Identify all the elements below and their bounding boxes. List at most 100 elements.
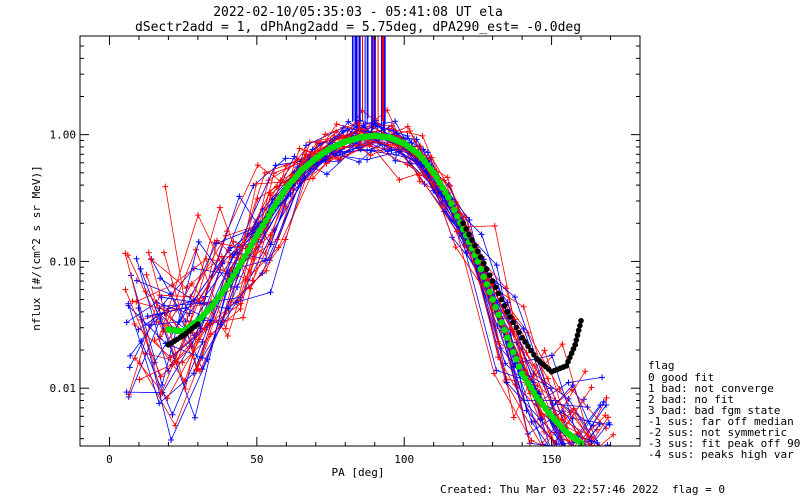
data-point-marker — [217, 321, 224, 328]
data-point-marker — [314, 139, 321, 146]
green-fit-point — [415, 150, 423, 158]
black-fit-point — [548, 368, 555, 375]
data-point-marker — [301, 147, 308, 154]
data-point-marker — [608, 456, 614, 462]
data-point-marker — [584, 404, 591, 411]
data-point-marker — [142, 288, 149, 295]
measurement-trace — [128, 122, 588, 408]
plot-area — [122, 36, 617, 468]
black-fit-point — [463, 226, 469, 232]
green-fit-point — [224, 281, 231, 289]
data-point-marker — [575, 462, 581, 468]
green-fit-point — [400, 140, 408, 147]
data-point-marker — [603, 462, 609, 468]
data-point-marker — [125, 302, 132, 309]
data-point-marker — [237, 300, 244, 307]
data-point-marker — [598, 462, 604, 468]
black-fit-point — [489, 278, 496, 284]
green-fit-point — [371, 132, 379, 140]
data-point-marker — [384, 141, 391, 148]
measurement-trace — [128, 133, 591, 446]
green-fit-point — [283, 184, 290, 192]
data-point-marker — [404, 161, 411, 168]
data-point-marker — [416, 178, 423, 185]
data-point-marker — [559, 341, 566, 348]
data-point-marker — [576, 462, 582, 468]
black-fit-point — [466, 231, 472, 238]
data-point-marker — [570, 462, 576, 468]
data-point-marker — [528, 437, 535, 444]
black-fit-point — [495, 290, 502, 297]
data-point-marker — [571, 449, 577, 455]
measurement-trace — [147, 124, 601, 446]
data-point-marker — [199, 354, 206, 361]
data-point-marker — [384, 148, 391, 155]
created-timestamp: Created: Thu Mar 03 22:57:46 2022 — [440, 483, 659, 496]
data-point-marker — [424, 149, 431, 156]
black-fit-point — [472, 242, 478, 249]
data-point-marker — [566, 448, 572, 454]
data-point-marker — [224, 332, 231, 339]
green-fit-point — [327, 145, 334, 152]
green-fit-point — [451, 206, 458, 214]
data-point-marker — [541, 347, 548, 354]
data-point-marker — [303, 142, 310, 149]
data-point-marker — [133, 255, 140, 262]
data-point-marker — [523, 407, 530, 414]
green-fit-point — [439, 184, 446, 191]
x-tick-label: 100 — [394, 453, 414, 466]
data-point-marker — [157, 373, 164, 380]
data-point-marker — [565, 379, 572, 386]
black-fit-point — [577, 322, 583, 329]
green-fit-point — [442, 189, 449, 196]
data-point-marker — [606, 462, 612, 468]
data-point-marker — [493, 367, 500, 374]
black-fit-point — [565, 358, 571, 365]
green-fit-point — [504, 334, 511, 342]
green-fit-point — [229, 272, 237, 279]
data-point-marker — [444, 174, 451, 181]
data-point-marker — [582, 368, 589, 375]
data-point-marker — [544, 375, 551, 382]
black-fit-point — [475, 248, 481, 255]
y-tick-label: 0.01 — [50, 382, 77, 395]
data-point-marker — [162, 183, 169, 190]
data-point-marker — [569, 462, 575, 468]
legend-entry: 0 good fit — [648, 371, 714, 384]
data-point-marker — [176, 318, 183, 325]
data-point-marker — [570, 405, 577, 412]
data-layer — [122, 36, 617, 468]
black-fit-point — [528, 347, 534, 354]
data-point-marker — [593, 456, 599, 462]
data-point-marker — [144, 313, 151, 320]
green-fit-point — [495, 311, 502, 319]
measurement-trace — [136, 120, 585, 446]
green-fit-point — [486, 288, 493, 296]
legend-entry: 1 bad: not converge — [648, 382, 774, 395]
green-fit-point — [209, 302, 216, 309]
data-point-marker — [195, 336, 202, 343]
data-point-marker — [567, 458, 573, 464]
black-fit-point — [568, 350, 575, 357]
data-point-marker — [168, 437, 175, 444]
green-fit-point — [433, 174, 440, 182]
data-point-marker — [133, 277, 140, 284]
black-fit-point — [460, 220, 466, 227]
chart-subtitle: dSectr2add = 1, dPhAng2add = 5.75deg, dP… — [135, 20, 581, 35]
data-point-marker — [596, 455, 602, 461]
data-point-marker — [588, 438, 595, 445]
x-tick-label: 50 — [250, 453, 263, 466]
green-fit-point — [244, 247, 252, 255]
data-point-marker — [122, 286, 129, 293]
green-fit-point — [312, 155, 320, 162]
black-fit-point — [570, 346, 577, 352]
data-point-marker — [568, 446, 574, 452]
data-point-marker — [392, 118, 399, 125]
black-fit-point — [483, 266, 490, 272]
data-point-marker — [236, 193, 243, 200]
data-point-marker — [272, 162, 279, 169]
data-point-marker — [156, 400, 163, 407]
data-point-marker — [595, 451, 601, 457]
data-point-marker — [188, 280, 195, 287]
green-fit-point — [533, 393, 541, 401]
